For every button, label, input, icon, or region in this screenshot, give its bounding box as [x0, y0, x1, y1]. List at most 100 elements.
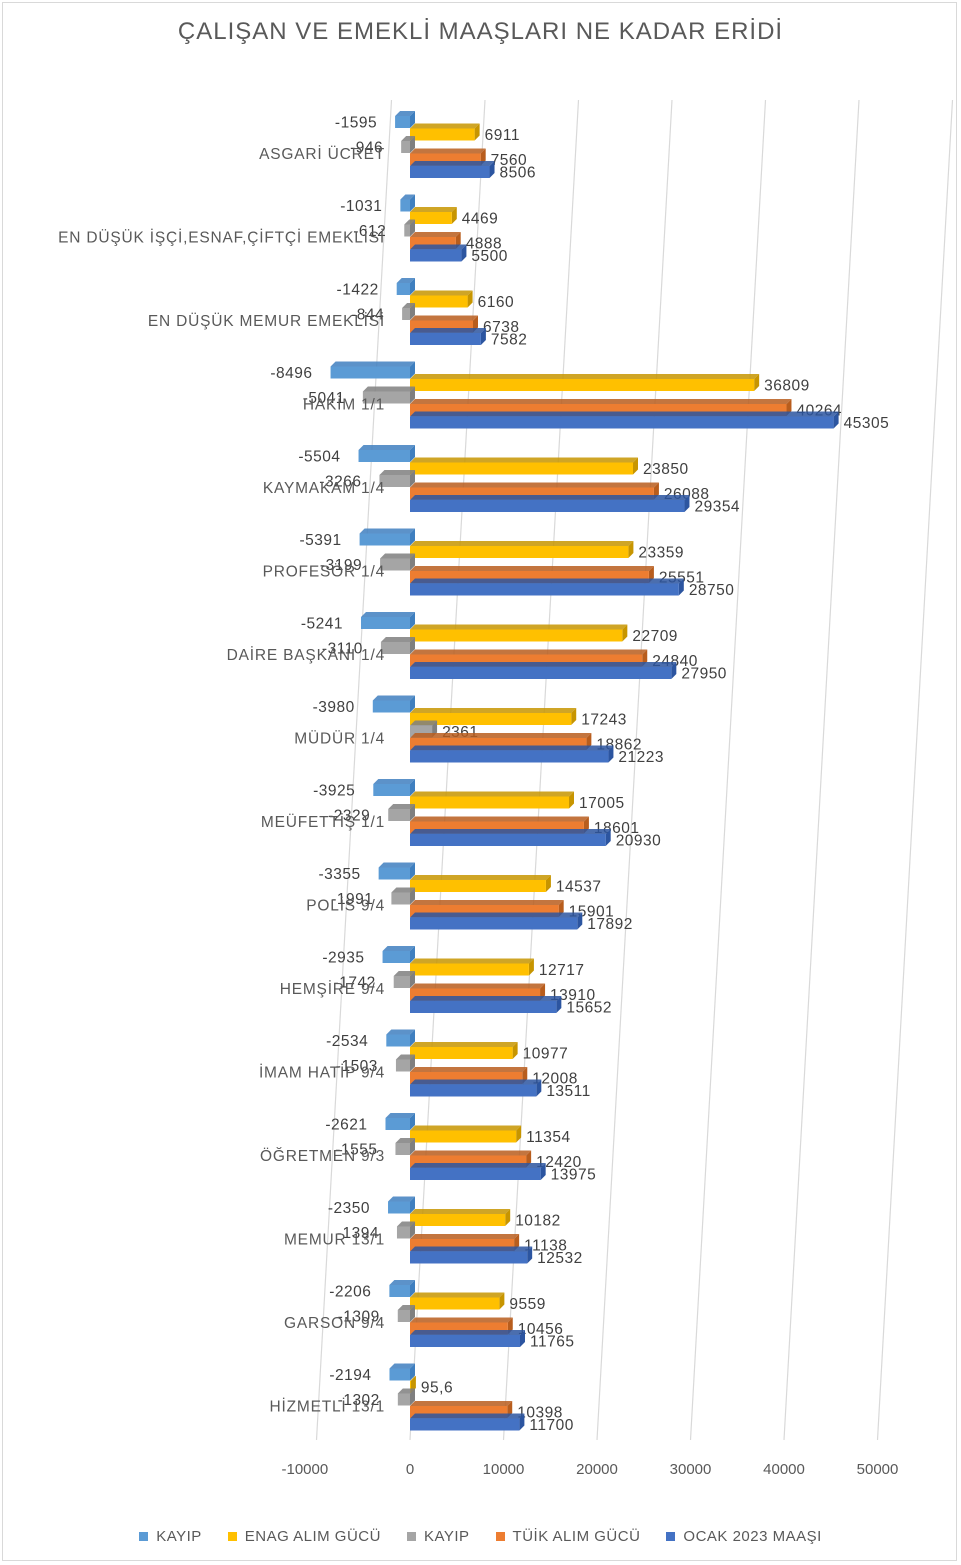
x-tick-label: 0: [406, 1461, 414, 1478]
bar: [410, 1001, 557, 1013]
data-label: -5391: [299, 532, 341, 549]
category-label: POLİS 9/4: [306, 897, 385, 915]
bar: [410, 462, 633, 475]
bar-top-face: [397, 1388, 415, 1394]
bar-top-face: [410, 745, 614, 751]
bar-side-face: [410, 528, 415, 546]
bar-top-face: [395, 1054, 415, 1060]
data-label: -844: [351, 307, 384, 324]
data-label: 10398: [517, 1405, 563, 1422]
gridline: [315, 99, 393, 1441]
data-label: -3355: [318, 866, 360, 883]
bar-top-face: [378, 862, 415, 868]
bar: [378, 867, 410, 880]
bar: [395, 1143, 410, 1155]
bar-top-face: [410, 875, 551, 880]
bar-side-face: [628, 541, 634, 558]
bar-top-face: [410, 649, 648, 655]
data-label: -3980: [313, 699, 355, 716]
bar-top-face: [410, 374, 760, 379]
bar-top-face: [385, 1113, 415, 1118]
bar: [410, 546, 629, 558]
bar-top-face: [410, 816, 589, 822]
bar-top-face: [410, 578, 684, 584]
bar-side-face: [410, 553, 415, 571]
data-label: 9559: [509, 1296, 545, 1313]
bar-top-face: [410, 1317, 513, 1323]
bar-side-face: [556, 996, 562, 1013]
bar: [410, 750, 609, 763]
bar: [410, 583, 679, 596]
data-label: -2534: [326, 1033, 368, 1050]
data-label: -2194: [329, 1367, 371, 1384]
data-label: -1309: [338, 1309, 380, 1326]
bar-side-face: [577, 912, 583, 930]
bar-side-face: [410, 219, 415, 237]
data-label: 10456: [518, 1321, 564, 1338]
legend-swatch: [227, 1531, 237, 1541]
data-label: 17243: [581, 712, 627, 729]
bar-side-face: [410, 971, 415, 988]
bar-top-face: [410, 1079, 542, 1085]
legend-swatch: [495, 1531, 505, 1541]
data-label: 6911: [485, 127, 520, 144]
data-label: 12008: [532, 1071, 578, 1088]
category-label: MÜDÜR 1/4: [294, 730, 385, 748]
data-label: 8506: [500, 165, 536, 182]
bar-side-face: [480, 328, 486, 345]
bar-top-face: [410, 1292, 505, 1298]
bar: [410, 1084, 537, 1097]
bar-top-face: [362, 386, 415, 392]
gridline: [689, 99, 767, 1441]
bar-top-face: [402, 303, 415, 308]
data-label: 21223: [618, 749, 664, 766]
bar: [397, 1393, 410, 1406]
bar-top-face: [404, 219, 415, 225]
data-label: 11354: [526, 1129, 570, 1146]
bar-top-face: [410, 1209, 511, 1214]
data-label: -2206: [329, 1284, 371, 1301]
bar-top-face: [410, 290, 473, 296]
bar: [380, 558, 410, 571]
legend-item: KAYIP: [406, 1524, 470, 1548]
bar-side-face: [632, 457, 638, 475]
bar-side-face: [451, 207, 457, 224]
bar-top-face: [373, 779, 415, 784]
data-label: -2621: [325, 1117, 367, 1134]
bar-top-face: [379, 470, 415, 475]
legend: KAYIP ENAG ALIM GÜCÜ KAYIP TÜİK ALIM GÜCÜ OC…: [0, 1524, 961, 1548]
bar: [359, 533, 410, 546]
x-tick-label: 10000: [483, 1461, 525, 1478]
bar-side-face: [678, 578, 684, 596]
bar: [400, 199, 410, 212]
data-label: -5041: [303, 390, 345, 407]
bar: [385, 1118, 410, 1130]
bar-top-face: [410, 399, 792, 404]
bar-side-face: [410, 946, 415, 963]
legend-label: TÜİK ALIM GÜCÜ: [512, 1527, 641, 1545]
bar: [410, 796, 569, 809]
data-label: -1742: [334, 975, 376, 992]
bar-top-face: [410, 1234, 520, 1239]
bar-top-face: [410, 996, 562, 1001]
data-label: 12532: [537, 1250, 583, 1267]
gridline: [876, 99, 954, 1441]
bar-side-face: [489, 161, 495, 178]
bar-side-face: [571, 708, 577, 725]
data-label: -1503: [336, 1058, 378, 1075]
bar-side-face: [684, 495, 690, 512]
data-label: -1302: [338, 1392, 380, 1409]
bar-top-face: [395, 111, 415, 116]
bar: [410, 1130, 517, 1143]
bar-side-face: [410, 637, 415, 654]
gridline: [502, 99, 580, 1441]
bar: [395, 116, 410, 128]
bar-side-face: [410, 1196, 415, 1214]
bar: [382, 951, 410, 963]
bar-side-face: [410, 612, 415, 629]
legend-item: TÜİK ALIM GÜCÜ: [495, 1524, 641, 1548]
legend-item: OCAK 2023 MAAŞI: [666, 1524, 821, 1548]
bar: [410, 166, 490, 178]
bar-side-face: [410, 194, 415, 212]
bar-side-face: [520, 1330, 526, 1347]
